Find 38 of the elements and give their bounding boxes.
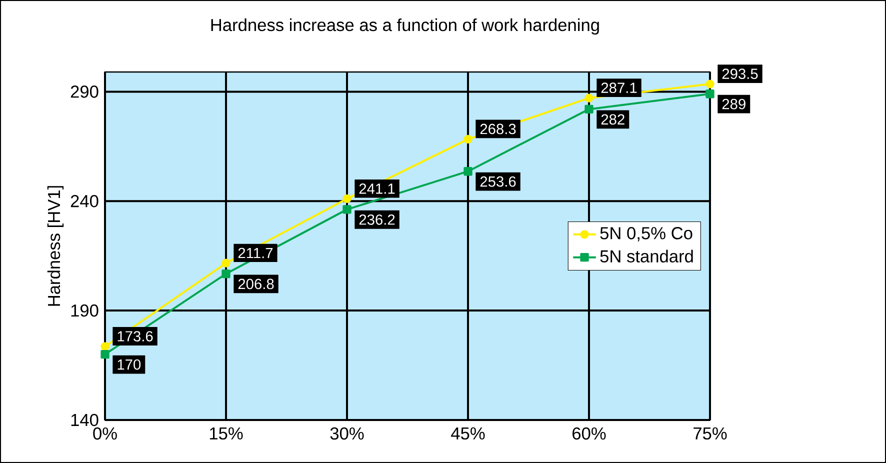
data-label: 170: [118, 359, 141, 370]
x-tick-label: 0%: [93, 427, 117, 440]
y-tick-label: 240: [70, 194, 98, 208]
x-tick-label: 15%: [210, 427, 243, 440]
x-tick-label: 45%: [451, 427, 485, 440]
data-label: 173.6: [118, 331, 153, 342]
data-label: 287.1: [601, 82, 637, 94]
x-tick-label: 60%: [572, 427, 606, 440]
point: [222, 258, 230, 268]
y-axis-title: Hardness [HV1]: [47, 186, 64, 306]
data-label: 289: [722, 98, 746, 110]
legend-label: 5N standard: [600, 250, 693, 262]
chart-title: Hardness increase as a function of work hardening: [211, 18, 599, 35]
data-label: 282: [601, 114, 624, 125]
point: [464, 134, 472, 144]
point: [100, 350, 110, 359]
point: [342, 205, 352, 214]
y-tick-label: 190: [71, 304, 98, 317]
data-label: 211.7: [238, 248, 273, 258]
legend-label: 5N 0,5% Co: [600, 227, 692, 242]
point: [100, 342, 110, 351]
data-label: 268.3: [480, 124, 516, 134]
point: [464, 167, 472, 176]
point: [222, 269, 230, 278]
y-tick-label: 140: [71, 414, 98, 426]
point: [584, 94, 594, 102]
data-label: 253.6: [480, 176, 516, 187]
point: [584, 104, 594, 114]
y-tick-label: 290: [70, 86, 98, 98]
x-tick-label: 30%: [330, 427, 364, 440]
data-label: 241.1: [359, 183, 395, 194]
point: [706, 80, 714, 88]
x-tick-label: 75%: [694, 427, 727, 440]
data-label: 293.5: [722, 68, 758, 80]
data-label: 206.8: [238, 278, 274, 290]
data-label: 236.2: [359, 214, 395, 225]
point: [706, 90, 714, 98]
point: [342, 194, 352, 204]
